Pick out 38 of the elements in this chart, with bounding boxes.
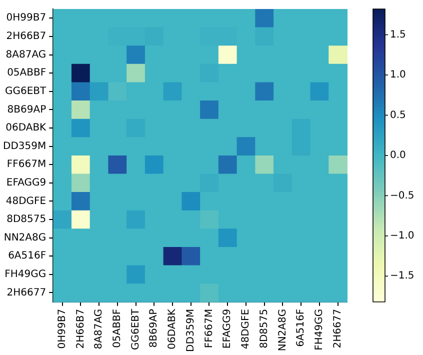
y-tick-label: GG6EBT [4, 86, 47, 97]
y-tick-label: DD359M [2, 140, 46, 152]
x-tick-label: 06DABK [167, 308, 178, 350]
x-tick-label: FF667M [204, 308, 215, 348]
x-tick-label: 8D8575 [258, 308, 270, 348]
color-bar-label: 0.0 [390, 150, 406, 162]
y-tick-label: 2H6677 [6, 287, 46, 298]
x-tick-label: EFAGG9 [222, 308, 234, 349]
x-tick-label: 8B69AP [148, 308, 160, 348]
y-tick-label: 06DABK [6, 122, 47, 134]
color-bar-label: −0.5 [390, 190, 414, 202]
x-tick-label: 6A516F [296, 308, 307, 347]
color-bar-label: −1.5 [390, 270, 414, 282]
y-tick-label: 8B69AP [7, 104, 46, 116]
color-bar-label: 0.5 [390, 110, 406, 121]
y-tick-label: 2H66B7 [6, 31, 46, 42]
x-tick-label: 48DGFE [240, 308, 252, 350]
color-bar-label: 1.5 [390, 29, 406, 40]
y-tick-label: FH49GG [4, 269, 46, 280]
y-tick-label: 0H99B7 [6, 12, 46, 24]
y-tick-label: 8D8575 [6, 214, 46, 226]
color-bar-label: 1.0 [390, 70, 406, 81]
x-tick-label: 2H66B7 [75, 308, 86, 349]
x-tick-label: GG6EBT [130, 308, 142, 350]
x-tick-label: 2H6677 [332, 308, 344, 348]
x-tick-label: FH49GG [314, 308, 326, 350]
y-tick-label: FF667M [6, 159, 46, 170]
y-tick-label: 05ABBF [7, 68, 46, 79]
y-tick-label: 48DGFE [6, 196, 46, 207]
y-tick-label: 8A87AG [6, 49, 46, 60]
x-tick-label: 05ABBF [112, 308, 123, 348]
y-tick-label: 6A516F [8, 250, 46, 262]
x-tick-label: NN2A8G [277, 308, 288, 352]
color-bar-label: −1.0 [390, 230, 414, 242]
y-tick-label: NN2A8G [4, 232, 46, 244]
x-tick-label: 8A87AG [94, 308, 105, 350]
x-tick-label: DD359M [185, 308, 196, 352]
y-tick-label: EFAGG9 [6, 177, 46, 188]
